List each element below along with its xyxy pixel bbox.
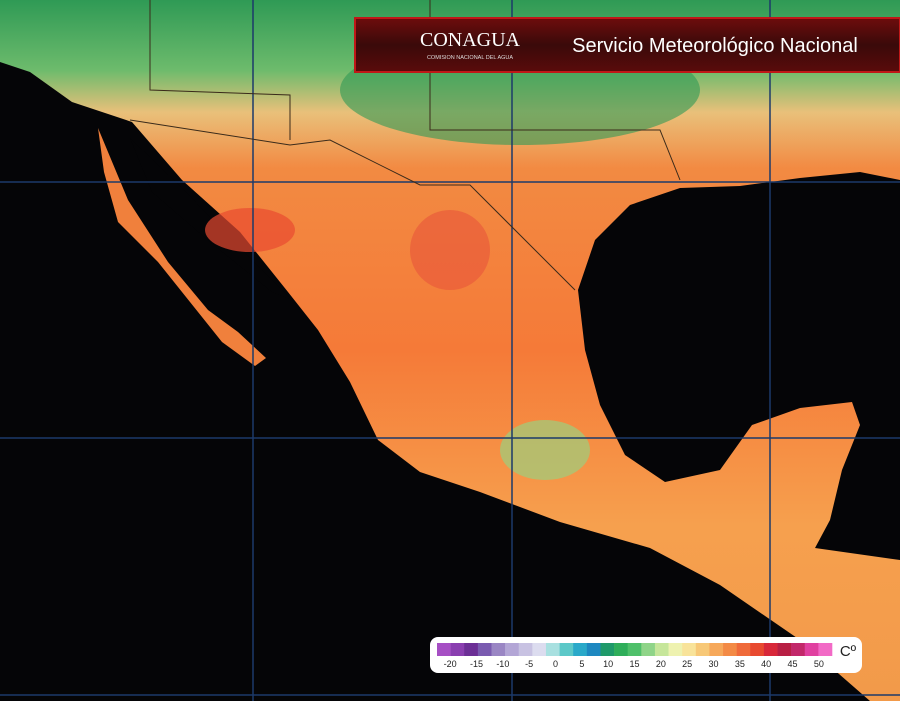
legend-label: 50 bbox=[814, 659, 824, 669]
legend-swatch bbox=[450, 643, 465, 656]
legend-swatch bbox=[518, 643, 533, 656]
legend-label: -5 bbox=[525, 659, 533, 669]
header-banner: CONAGUA COMISION NACIONAL DEL AGUA Servi… bbox=[354, 17, 900, 73]
legend-swatch bbox=[491, 643, 506, 656]
legend-label: -20 bbox=[444, 659, 457, 669]
legend-swatch bbox=[654, 643, 669, 656]
legend-swatch bbox=[723, 643, 737, 656]
legend-swatch bbox=[477, 643, 492, 656]
legend-swatch bbox=[709, 643, 724, 656]
legend-label: 30 bbox=[708, 659, 718, 669]
cool-zone bbox=[500, 420, 590, 480]
legend-swatch bbox=[545, 643, 560, 656]
hot-zone bbox=[410, 210, 490, 290]
title: Servicio Meteorológico Nacional bbox=[572, 35, 858, 57]
gulf-of-california bbox=[130, 138, 292, 300]
legend-swatch bbox=[763, 643, 778, 656]
legend-label: 0 bbox=[553, 659, 558, 669]
legend-swatch bbox=[695, 643, 710, 656]
legend-swatch bbox=[627, 643, 642, 656]
logo-subtitle: COMISION NACIONAL DEL AGUA bbox=[427, 55, 513, 61]
legend-label: 25 bbox=[682, 659, 692, 669]
legend-label: 20 bbox=[656, 659, 666, 669]
legend-label: -10 bbox=[496, 659, 509, 669]
legend-label: 5 bbox=[579, 659, 584, 669]
legend-swatch bbox=[532, 643, 547, 656]
legend-label: 35 bbox=[735, 659, 745, 669]
legend-swatch bbox=[586, 643, 601, 656]
legend-unit: Cº bbox=[840, 643, 857, 660]
logo: CONAGUA bbox=[420, 29, 521, 51]
legend-swatch bbox=[437, 643, 451, 656]
legend-swatch bbox=[600, 643, 615, 656]
legend-swatch bbox=[791, 643, 806, 656]
legend-swatch bbox=[804, 643, 819, 656]
legend-label: 10 bbox=[603, 659, 613, 669]
legend-swatch bbox=[777, 643, 792, 656]
legend-swatch bbox=[736, 643, 751, 656]
legend-swatch bbox=[505, 643, 520, 656]
legend-swatch bbox=[818, 643, 833, 656]
hot-zone bbox=[205, 208, 295, 252]
legend-swatch bbox=[573, 643, 588, 656]
legend-swatch bbox=[668, 643, 683, 656]
legend-swatch bbox=[682, 643, 697, 656]
legend-label: -15 bbox=[470, 659, 483, 669]
legend-swatch bbox=[641, 643, 656, 656]
legend-label: 40 bbox=[761, 659, 771, 669]
legend-swatch bbox=[559, 643, 574, 656]
legend-swatch bbox=[464, 643, 479, 656]
legend-label: 45 bbox=[787, 659, 797, 669]
legend: Cº -20 -15 -10 -5 0 5 10 15 20 25 30 35 40 45 50 bbox=[430, 637, 862, 673]
legend-label: 15 bbox=[629, 659, 639, 669]
legend-swatch bbox=[614, 643, 628, 656]
legend-swatch bbox=[750, 643, 765, 656]
